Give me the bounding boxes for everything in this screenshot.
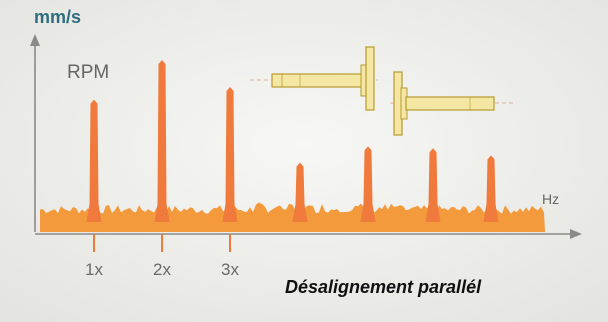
tick-label-3: 3x (221, 260, 239, 279)
x-axis-arrow (570, 229, 582, 239)
peak-4 (292, 162, 308, 222)
peak-2 (154, 60, 170, 222)
x-axis-unit: Hz (542, 191, 559, 207)
peak-7 (483, 155, 499, 222)
tick-label-1: 1x (85, 260, 103, 279)
y-axis-arrow (30, 34, 40, 46)
parallel-misalignment-diagram-icon (250, 46, 515, 136)
peaks-group (86, 60, 499, 222)
chart-caption: Désalignement parallél (285, 277, 482, 297)
peak-1 (86, 99, 102, 222)
tick-label-2: 2x (153, 260, 171, 279)
noise-floor (40, 202, 545, 232)
peak-3 (222, 87, 238, 222)
ticks-group: 1x 2x 3x (85, 234, 239, 279)
y-axis-unit: mm/s (34, 7, 81, 27)
peak-6 (425, 148, 441, 222)
rpm-label: RPM (67, 62, 109, 83)
peak-5 (360, 146, 376, 222)
